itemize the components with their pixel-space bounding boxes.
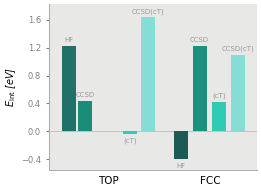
Bar xyxy=(193,46,207,132)
Bar xyxy=(141,17,155,132)
Text: CCSD(cT): CCSD(cT) xyxy=(221,45,254,52)
Text: FCC: FCC xyxy=(199,176,220,186)
Text: TOP: TOP xyxy=(98,176,118,186)
Text: (cT): (cT) xyxy=(123,137,137,144)
Bar xyxy=(123,132,137,134)
Text: CCSD: CCSD xyxy=(190,37,209,43)
Bar xyxy=(78,101,92,132)
Bar xyxy=(212,102,226,132)
Text: (cT): (cT) xyxy=(212,93,226,99)
Text: CCSD: CCSD xyxy=(76,92,95,98)
Bar xyxy=(62,46,76,132)
Y-axis label: $E_{\mathrm{int}}$ [eV]: $E_{\mathrm{int}}$ [eV] xyxy=(4,67,18,107)
Bar xyxy=(174,132,188,160)
Text: CCSD(cT): CCSD(cT) xyxy=(131,8,164,15)
Bar xyxy=(231,54,245,132)
Text: HF: HF xyxy=(176,163,185,169)
Text: HF: HF xyxy=(64,37,73,43)
